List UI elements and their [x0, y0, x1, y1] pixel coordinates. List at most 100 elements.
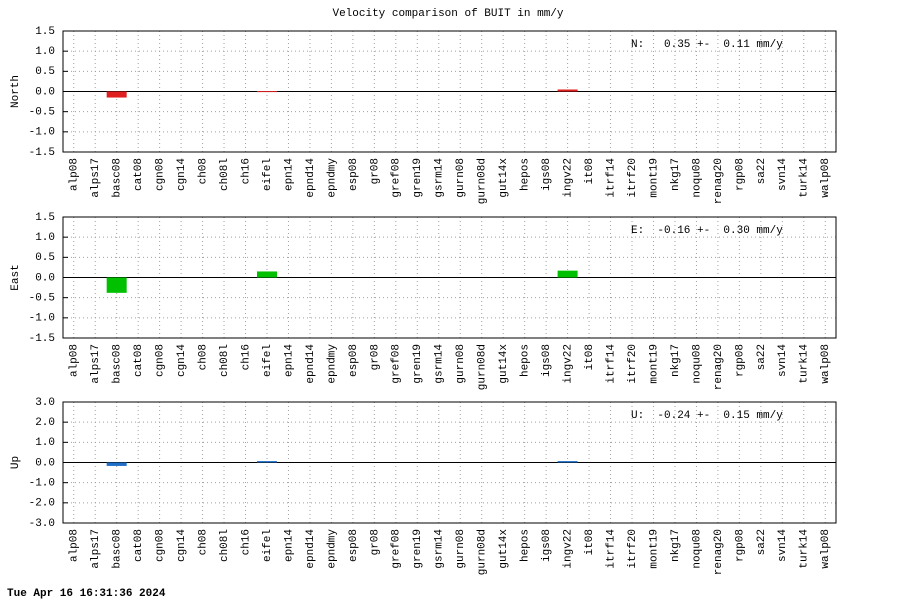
x-tick-label: gurn08d	[477, 158, 489, 204]
x-tick-label: epnd14	[305, 344, 317, 384]
y-tick-label: -1.5	[29, 147, 55, 159]
x-tick-label: epn14	[283, 529, 295, 562]
x-tick-label: noqu08	[691, 344, 703, 384]
y-tick-label: -1.0	[29, 478, 55, 490]
x-tick-label: nkg17	[670, 344, 682, 377]
y-tick-label: 0.0	[35, 457, 55, 469]
plot-frame	[62, 401, 837, 524]
plot-frame	[62, 30, 837, 153]
x-tick-label: gren19	[412, 529, 424, 569]
y-axis-label: North	[10, 75, 22, 108]
x-tick-label: gurn08d	[477, 529, 489, 575]
x-tick-label: ch08	[197, 344, 209, 370]
y-tick-label: 2.0	[35, 417, 55, 429]
bar	[106, 462, 127, 466]
y-tick-label: 1.0	[35, 437, 55, 449]
x-tick-label: walp08	[820, 344, 832, 384]
x-tick-label: noqu08	[691, 529, 703, 569]
x-tick-label: epndmy	[326, 529, 338, 569]
x-tick-label: igs08	[541, 158, 553, 191]
x-tick-label: it08	[584, 344, 596, 370]
x-tick-label: ch08	[197, 158, 209, 184]
x-tick-label: turk14	[799, 529, 811, 569]
page-title: Velocity comparison of BUIT in mm/y	[332, 8, 563, 20]
x-tick-label: cat08	[133, 529, 145, 562]
x-tick-label: basc08	[112, 344, 124, 384]
y-tick-label: 0.0	[35, 272, 55, 284]
x-tick-label: alp08	[69, 344, 81, 377]
x-tick-label: esp08	[348, 344, 360, 377]
y-tick-label: -1.0	[29, 313, 55, 325]
x-tick-label: gurn08	[455, 344, 467, 384]
bar	[106, 277, 127, 293]
x-tick-label: cgn08	[155, 344, 167, 377]
x-tick-label: epnd14	[305, 158, 317, 198]
y-axis-label: East	[10, 264, 22, 290]
x-tick-label: basc08	[112, 158, 124, 198]
y-tick-label: 0.5	[35, 66, 55, 78]
x-tick-label: walp08	[820, 158, 832, 198]
x-tick-label: cgn08	[155, 529, 167, 562]
x-tick-label: itrf20	[627, 158, 639, 198]
x-tick-label: gren19	[412, 158, 424, 198]
x-tick-label: nkg17	[670, 158, 682, 191]
x-tick-label: ch16	[240, 529, 252, 555]
x-tick-label: renag20	[713, 529, 725, 575]
annotation: E: -0.16 +- 0.30 mm/y	[631, 225, 783, 237]
x-tick-label: gsrm14	[434, 529, 446, 569]
bar	[106, 91, 127, 98]
x-tick-label: epndmy	[326, 158, 338, 198]
x-tick-label: esp08	[348, 158, 360, 191]
x-tick-label: hepos	[520, 344, 532, 377]
bar	[557, 89, 578, 92]
y-tick-label: -0.5	[29, 293, 55, 305]
x-tick-label: eifel	[262, 344, 274, 377]
timestamp: Tue Apr 16 16:31:36 2024	[7, 588, 166, 600]
x-tick-label: svn14	[777, 344, 789, 377]
x-tick-label: gref08	[391, 529, 403, 569]
x-tick-label: igs08	[541, 344, 553, 377]
x-tick-label: nkg17	[670, 529, 682, 562]
x-tick-label: epndmy	[326, 344, 338, 384]
x-tick-label: gref08	[391, 344, 403, 384]
x-tick-label: walp08	[820, 529, 832, 569]
x-tick-label: rgp08	[734, 529, 746, 562]
x-tick-label: itrf14	[605, 158, 617, 198]
x-tick-label: gurn08d	[477, 344, 489, 390]
x-tick-label: basc08	[112, 529, 124, 569]
x-tick-label: it08	[584, 529, 596, 555]
y-tick-label: 1.5	[35, 212, 55, 224]
x-tick-label: cgn08	[155, 158, 167, 191]
x-tick-label: cat08	[133, 344, 145, 377]
x-tick-label: cat08	[133, 158, 145, 191]
y-tick-label: -2.0	[29, 498, 55, 510]
x-tick-label: alp08	[69, 158, 81, 191]
x-tick-label: gref08	[391, 158, 403, 198]
bar	[256, 271, 277, 278]
bar	[256, 461, 277, 463]
x-tick-label: epn14	[283, 344, 295, 377]
x-tick-label: ch08	[197, 529, 209, 555]
annotation: U: -0.24 +- 0.15 mm/y	[631, 410, 783, 422]
x-tick-label: mont19	[648, 529, 660, 569]
y-tick-label: 0.0	[35, 86, 55, 98]
x-tick-label: gsrm14	[434, 158, 446, 198]
x-tick-label: turk14	[799, 158, 811, 198]
plot-frame	[62, 216, 837, 339]
x-tick-label: gr08	[369, 158, 381, 184]
x-tick-label: cgn14	[176, 158, 188, 191]
x-tick-label: ingv22	[563, 158, 575, 198]
bar	[557, 461, 578, 463]
x-tick-label: ch16	[240, 344, 252, 370]
x-tick-label: gut14x	[498, 344, 510, 384]
x-tick-label: renag20	[713, 158, 725, 204]
x-tick-label: sa22	[756, 529, 768, 555]
x-tick-label: epn14	[283, 158, 295, 191]
x-tick-label: rgp08	[734, 344, 746, 377]
x-tick-label: gut14x	[498, 529, 510, 569]
x-tick-label: hepos	[520, 529, 532, 562]
x-tick-label: cgn14	[176, 344, 188, 377]
y-tick-label: 1.5	[35, 26, 55, 38]
x-tick-label: noqu08	[691, 158, 703, 198]
